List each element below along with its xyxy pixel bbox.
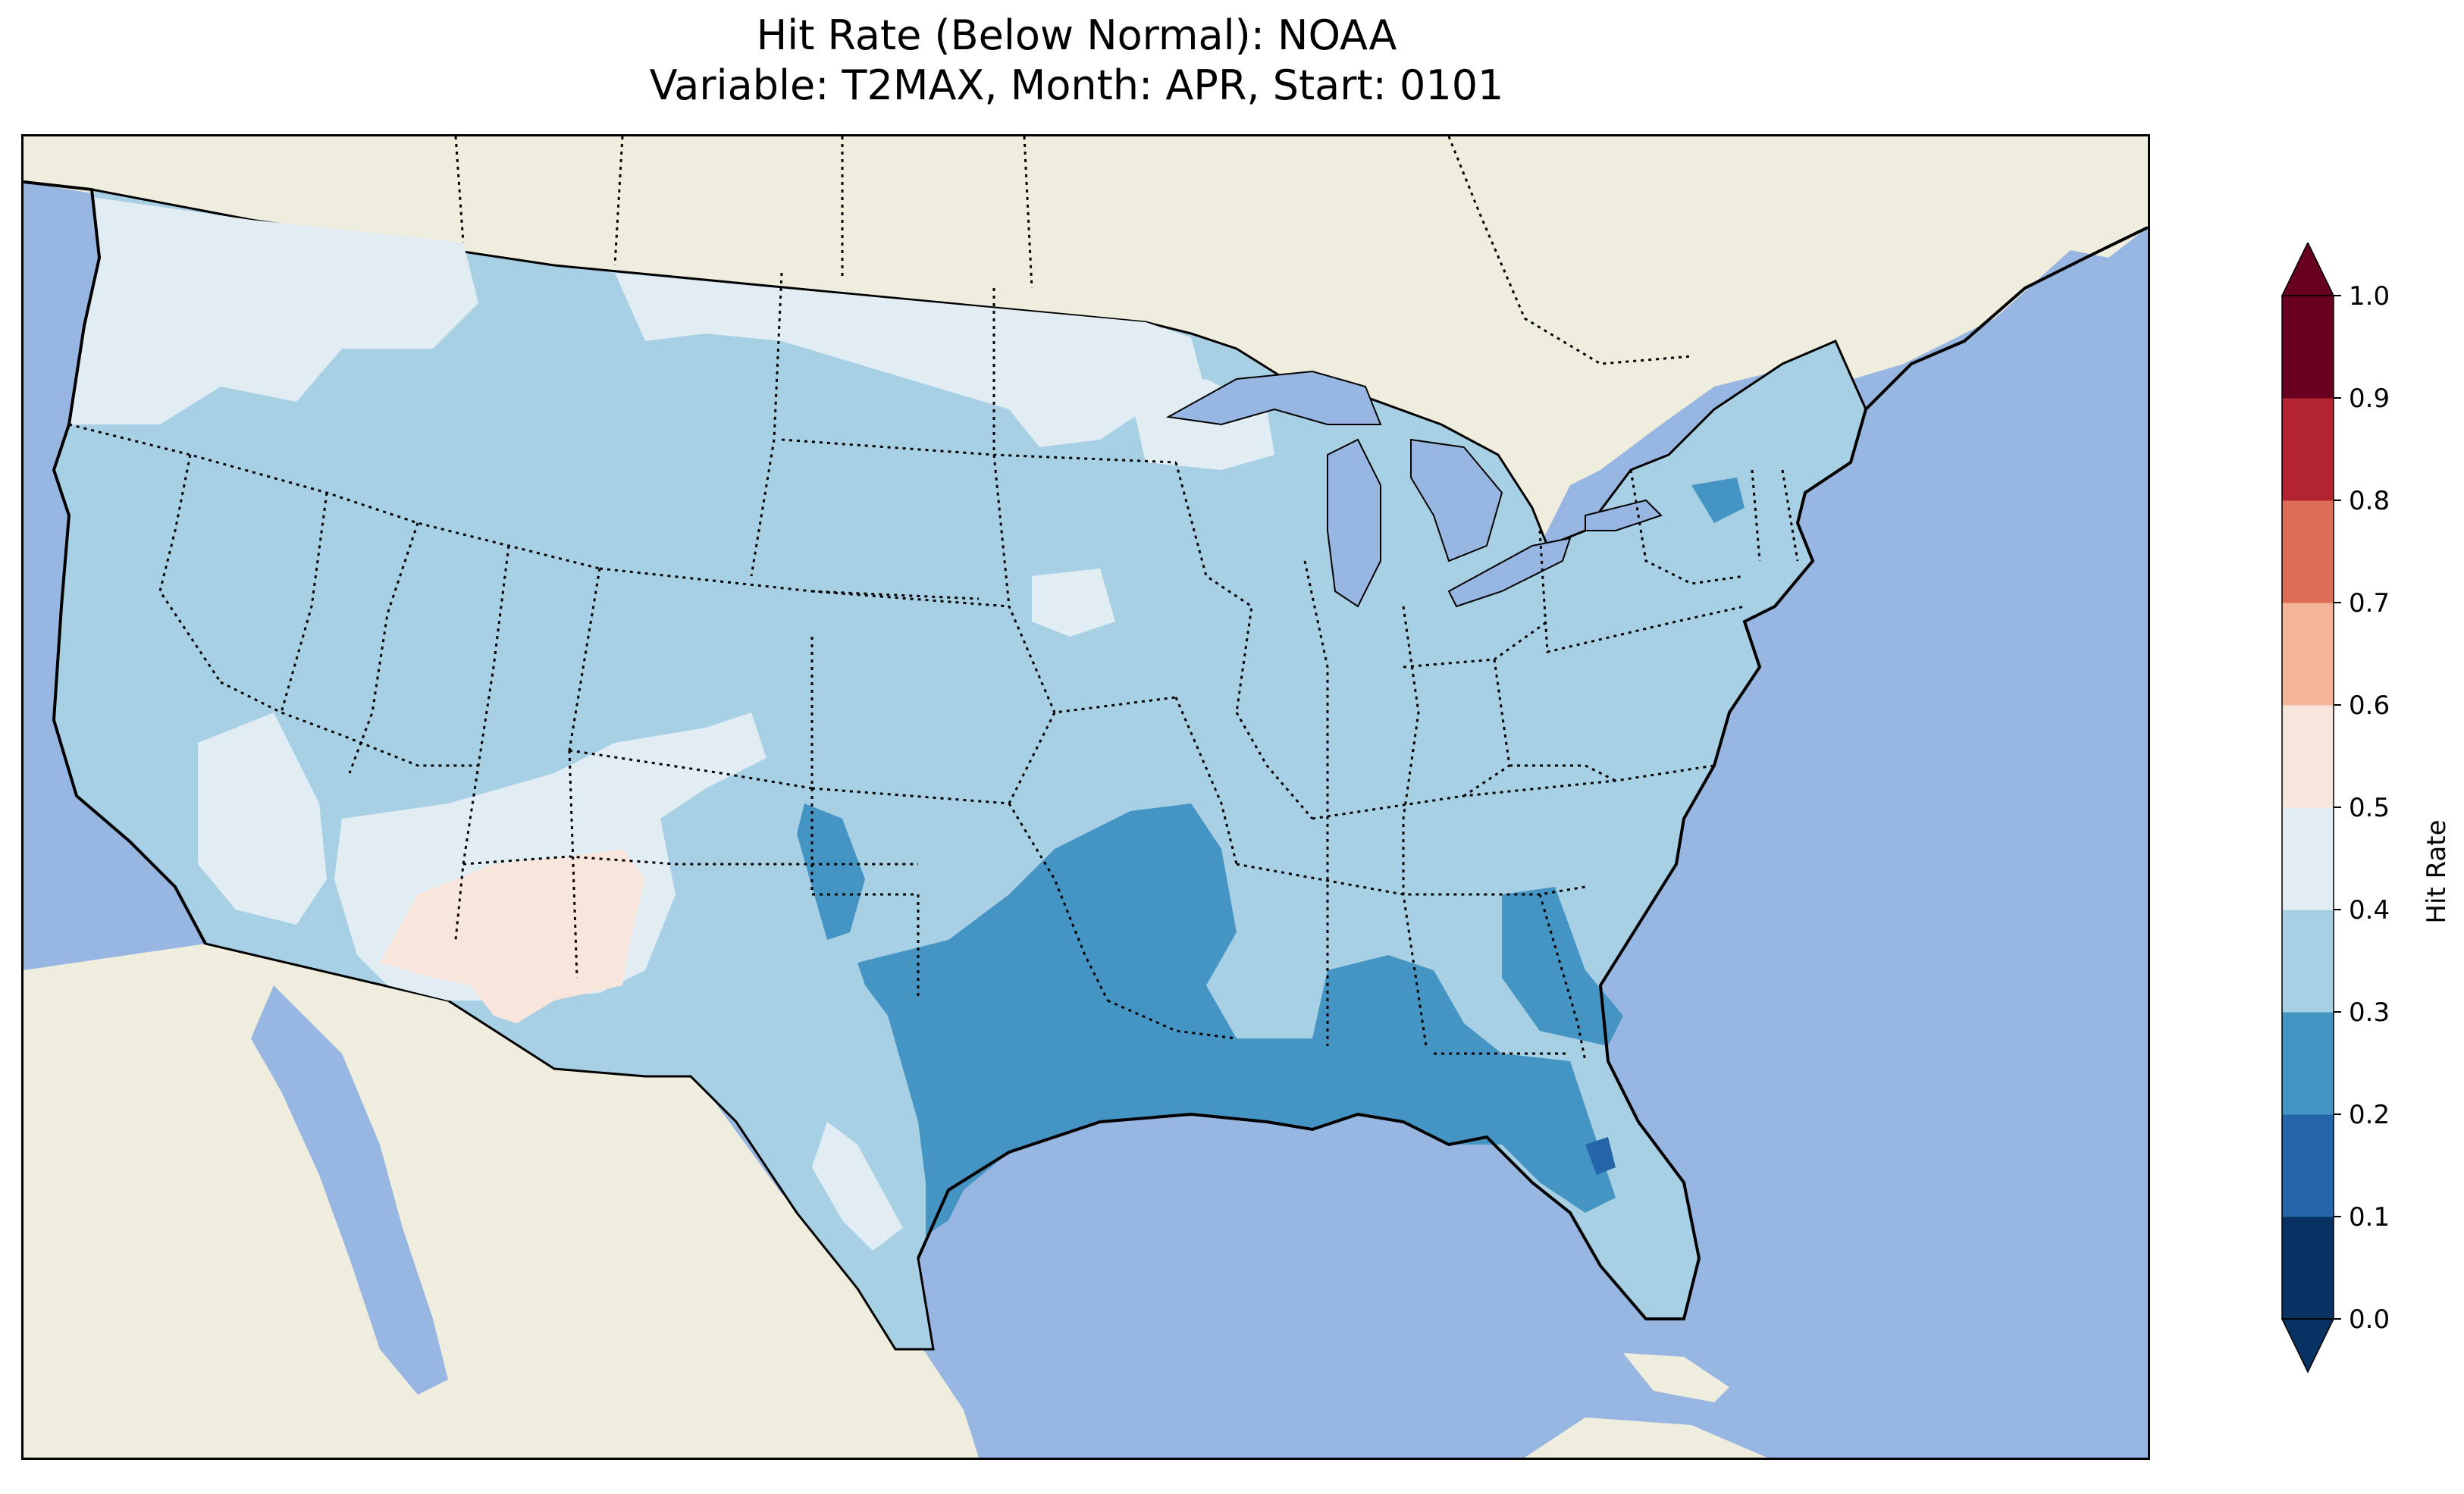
- colorbar-tick-label: 0.5: [2349, 793, 2390, 823]
- colorbar-band: [2282, 1217, 2334, 1320]
- colorbar-band: [2282, 705, 2334, 808]
- lake-michigan: [1327, 438, 1381, 608]
- texas-mid-blue: [857, 803, 1616, 1236]
- caribbean-land: [1525, 1417, 1767, 1458]
- title-line-1: Hit Rate (Below Normal): NOAA: [756, 11, 1397, 59]
- lake-superior: [1165, 370, 1382, 426]
- colorbar-band: [2282, 398, 2334, 501]
- new-mexico-blue: [797, 803, 865, 940]
- gulf-of-california: [251, 985, 448, 1395]
- tampa-dark-blue: [1585, 1137, 1616, 1175]
- map-canvas: [24, 136, 2148, 1458]
- colorbar-tick-label: 0.6: [2349, 691, 2390, 721]
- map-title: Hit Rate (Below Normal): NOAA Variable: …: [0, 11, 2153, 111]
- colorbar-band: [2282, 807, 2334, 910]
- ny-blue-patch: [1691, 478, 1745, 523]
- west-texas-light: [812, 1122, 903, 1251]
- level-0.1-regions: [1585, 1137, 1616, 1175]
- state-borders: [68, 272, 1799, 1062]
- colorbar-label: Hit Rate: [2422, 819, 2452, 923]
- colorbar-ticks: 0.0 0.1 0.2 0.3 0.4 0.5 0.6 0.7 0.8 0.9 1.0: [2334, 281, 2390, 1335]
- great-lakes: [1165, 370, 1663, 608]
- colorbar-tick-label: 0.4: [2349, 895, 2390, 926]
- colorbar-band: [2282, 603, 2334, 706]
- colorbar-tick-label: 0.8: [2349, 486, 2390, 516]
- colorbar: 0.0 0.1 0.2 0.3 0.4 0.5 0.6 0.7 0.8 0.9 1.0 Hit Ra…: [2281, 243, 2452, 1373]
- colorbar-band: [2282, 500, 2334, 603]
- mexico-land: [24, 944, 979, 1458]
- colorbar-band: [2282, 1012, 2334, 1115]
- colorbar-tick-label: 0.0: [2349, 1305, 2390, 1335]
- cuba-land: [1623, 1353, 1729, 1402]
- georgia-blue: [1502, 887, 1623, 1046]
- arizona-peach: [380, 849, 645, 1023]
- colorbar-tick-label: 0.9: [2349, 384, 2390, 414]
- lake-erie: [1447, 537, 1572, 608]
- level-0.2-regions: [797, 478, 1745, 1236]
- pacific-northwest-light: [69, 197, 478, 424]
- nevada-light: [198, 713, 327, 925]
- colorbar-bands: [2281, 243, 2335, 1373]
- colorbar-over-arrow: [2281, 243, 2335, 296]
- coastlines: [24, 180, 2148, 1320]
- iowa-light-patch: [1032, 568, 1115, 637]
- map-panel: [21, 134, 2150, 1460]
- colorbar-band: [2282, 296, 2334, 399]
- northern-plains-light: [615, 273, 1206, 447]
- lake-huron: [1410, 438, 1503, 562]
- colorbar-tick-label: 0.1: [2349, 1202, 2390, 1232]
- colorbar-tick-label: 1.0: [2349, 281, 2390, 312]
- colorbar-band: [2282, 910, 2334, 1013]
- title-line-2: Variable: T2MAX, Month: APR, Start: 0101: [649, 61, 1504, 109]
- canada-provinces: [454, 136, 1692, 365]
- colorbar-tick-label: 0.7: [2349, 588, 2390, 619]
- level-0.5-regions: [380, 849, 645, 1023]
- colorbar-tick-label: 0.2: [2349, 1100, 2390, 1130]
- canada-land: [24, 136, 2148, 576]
- colorbar-band: [2282, 1114, 2334, 1217]
- colorbar-under-arrow: [2281, 1318, 2335, 1373]
- colorbar-tick-label: 0.3: [2349, 998, 2390, 1028]
